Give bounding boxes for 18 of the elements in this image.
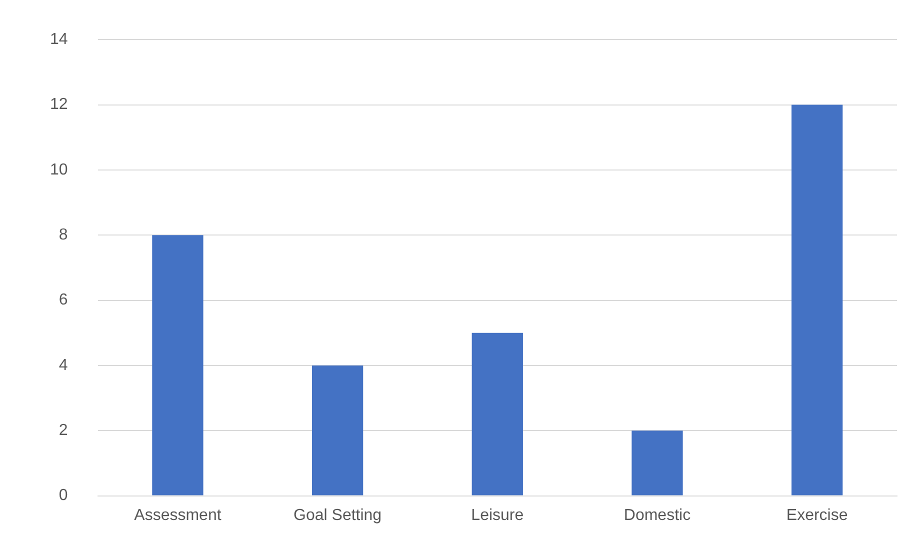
x-tick-label: Exercise xyxy=(786,506,848,524)
y-tick-label: 8 xyxy=(58,226,68,244)
x-tick-label: Assessment xyxy=(134,506,222,524)
bar xyxy=(312,365,364,496)
bar xyxy=(632,430,683,496)
y-tick-label: 10 xyxy=(50,161,68,178)
bar xyxy=(472,332,523,496)
x-tick-label: Domestic xyxy=(624,506,691,524)
y-tick-label: 14 xyxy=(50,31,68,48)
y-tick-label: 2 xyxy=(58,422,68,440)
x-tick-label: Leisure xyxy=(471,506,524,524)
y-tick-label: 6 xyxy=(58,292,68,309)
y-tick-label: 0 xyxy=(58,487,68,504)
x-tick-label: Goal Setting xyxy=(294,506,382,524)
bar xyxy=(792,104,843,496)
bar xyxy=(152,235,204,496)
y-tick-label: 4 xyxy=(58,356,68,374)
y-tick-label: 12 xyxy=(50,96,68,114)
